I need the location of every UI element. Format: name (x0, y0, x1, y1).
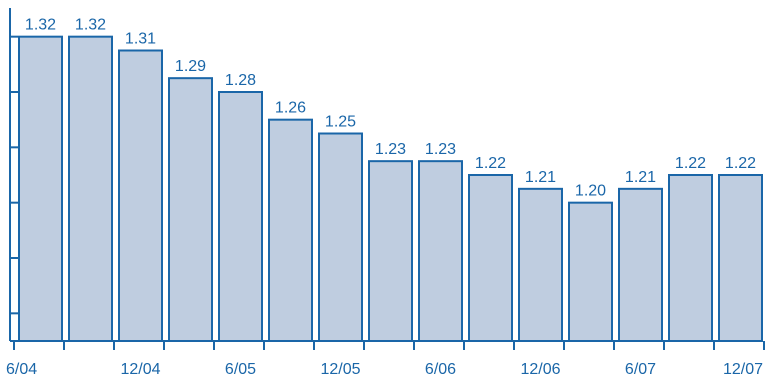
data-label: 1.29 (175, 58, 206, 75)
bar (518, 187, 563, 342)
x-tick-label: 12/07 (723, 361, 763, 378)
data-label: 1.21 (625, 169, 656, 186)
data-label: 1.26 (275, 100, 306, 117)
data-label: 1.23 (425, 141, 456, 158)
data-label: 1.22 (725, 155, 756, 172)
data-label: 1.22 (675, 155, 706, 172)
bar (68, 35, 113, 343)
data-label: 1.32 (25, 17, 56, 34)
bar (18, 35, 63, 343)
bar (618, 187, 663, 342)
bar (568, 201, 613, 342)
data-label: 1.20 (575, 183, 606, 200)
bar (118, 49, 163, 342)
bar (268, 118, 313, 342)
data-label: 1.23 (375, 141, 406, 158)
bar (668, 174, 713, 342)
x-tick-label: 12/04 (120, 361, 160, 378)
data-label: 1.25 (325, 114, 356, 131)
x-tick-label: 12/05 (320, 361, 360, 378)
x-tick-label: 6/07 (625, 361, 656, 378)
x-tick-label: 6/05 (225, 361, 256, 378)
bars-layer (18, 35, 763, 343)
bar (718, 174, 763, 342)
data-label: 1.22 (475, 155, 506, 172)
data-label: 1.32 (75, 17, 106, 34)
bar (468, 174, 513, 342)
x-tick-label: 6/06 (425, 361, 456, 378)
bar (318, 132, 363, 342)
x-tick-label: 12/06 (520, 361, 560, 378)
data-labels-layer: 1.32 1.32 1.31 1.29 1.28 1.26 1.25 1.23 1.23 1.22… (25, 17, 756, 200)
x-tick-label: 6/04 (6, 361, 37, 378)
bar (368, 160, 413, 342)
bar (218, 91, 263, 343)
x-tick-labels-layer: 6/04 12/04 6/05 12/05 6/06 12/06 6/07 12/07 (6, 361, 763, 378)
data-label: 1.28 (225, 72, 256, 89)
data-label: 1.21 (525, 169, 556, 186)
axis-layer (9, 8, 765, 350)
bar (168, 77, 213, 342)
bar (418, 160, 463, 342)
data-label: 1.31 (125, 31, 156, 48)
